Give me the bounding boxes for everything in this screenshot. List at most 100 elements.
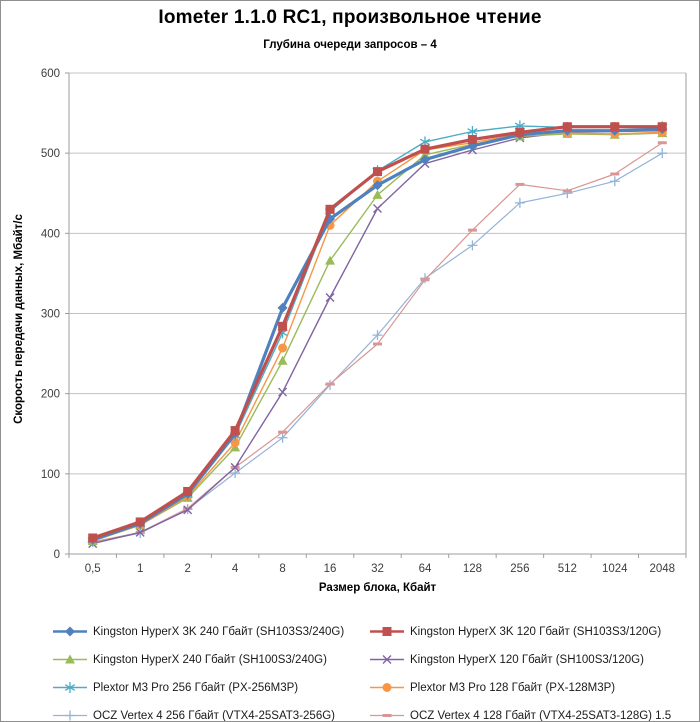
triangle-marker-icon [65,654,75,664]
dash-marker-icon [515,182,525,186]
square-marker-icon [325,204,335,214]
x-marker-icon [278,387,288,397]
square-marker-icon [610,122,620,132]
y-tick-label: 100 [41,469,60,481]
chart-title: Iometer 1.1.0 RC1, произвольное чтение [158,7,542,28]
triangle-marker-icon [277,355,288,365]
legend-label: Kingston HyperX 3K 240 Гбайт (SH103S3/24… [93,625,345,638]
diamond-marker-icon [372,180,383,191]
x-marker-icon [325,292,335,302]
dash-marker-icon [657,141,667,145]
dash-marker-icon [278,430,288,434]
plus-legend-icon [53,710,87,721]
x-marker-icon [373,203,382,213]
legend-label: OCZ Vertex 4 256 Гбайт (VTX4-25SAT3-256G… [93,709,335,722]
y-tick-label: 0 [54,549,60,561]
legend-label: Kingston HyperX 120 Гбайт (SH100S3/120G) [410,653,644,666]
plus-marker-icon [467,240,478,251]
legend-item-plextor-m3-pro-256: Plextor M3 Pro 256 Гбайт (PX-256M3P) [53,681,366,694]
dash-marker-icon [420,278,430,282]
square-marker-icon [562,122,572,132]
circle-legend-icon [370,682,404,693]
dash-marker-icon [610,172,620,176]
x-marker-icon [135,527,145,537]
square-marker-icon [382,627,392,636]
legend-label: Plextor M3 Pro 256 Гбайт (PX-256M3P) [93,681,299,694]
plot-area: 0 100 200 300 400 500 600 0,5 1 2 4 8 16 32 64 128 256 51… [41,68,687,575]
legend-item-kingston-hyperx-3k-120: Kingston HyperX 3K 120 Гбайт (SH103S3/12… [370,625,691,638]
legend-label: Plextor M3 Pro 128 Гбайт (PX-128M3P) [410,681,616,694]
dash-marker-icon [467,228,477,232]
x-tick-label: 4 [232,563,239,575]
asterisk-legend-icon [53,682,87,693]
square-marker-icon [230,426,240,436]
circle-marker-icon [230,438,240,448]
diamond-marker-icon [277,302,288,313]
legend-label: OCZ Vertex 4 128 Гбайт (VTX4-25SAT3-128G… [410,709,672,722]
plus-marker-icon [65,710,75,721]
circle-marker-icon [278,343,288,353]
x-marker-icon [183,505,193,515]
square-legend-icon [370,627,404,636]
x-tick-label: 0,5 [85,563,101,575]
x-tick-label: 64 [419,563,432,575]
plus-marker-icon [230,468,241,479]
legend-item-kingston-hyperx-240: Kingston HyperX 240 Гбайт (SH100S3/240G) [53,653,366,666]
x-tick-label: 2048 [649,563,675,575]
plus-marker-icon [657,148,668,159]
legend-label: Kingston HyperX 240 Гбайт (SH100S3/240G) [93,653,327,666]
y-tick-label: 300 [41,309,60,321]
x-tick-label: 1024 [602,563,628,575]
x-marker-icon [382,655,392,664]
x-tick-label: 16 [324,563,337,575]
x-tick-label: 32 [371,563,384,575]
square-marker-icon [515,127,525,137]
plus-marker-icon [419,273,430,284]
square-marker-icon [373,167,382,177]
triangle-marker-icon [325,255,336,265]
dash-marker-icon [325,382,335,386]
x-tick-label: 8 [279,563,285,575]
x-tick-label: 128 [463,563,482,575]
y-tick-label: 200 [41,389,60,401]
square-marker-icon [183,486,193,496]
legend-item-ocz-vertex4-256: OCZ Vertex 4 256 Гбайт (VTX4-25SAT3-256G… [53,709,366,722]
legend-item-kingston-hyperx-3k-240: Kingston HyperX 3K 240 Гбайт (SH103S3/24… [53,625,366,638]
diamond-legend-icon [53,626,87,637]
x-tick-label: 2 [184,563,190,575]
square-marker-icon [135,517,145,527]
dash-legend-icon [370,714,404,717]
square-marker-icon [657,122,667,132]
diamond-marker-icon [419,154,430,165]
x-tick-label: 512 [558,563,577,575]
legend-item-kingston-hyperx-120: Kingston HyperX 120 Гбайт (SH100S3/120G) [370,653,691,666]
legend-label: Kingston HyperX 3K 120 Гбайт (SH103S3/12… [410,625,662,638]
series-line-ocz-vertex4-256 [92,152,663,543]
y-tick-label: 600 [41,68,60,80]
circle-marker-icon [382,682,392,693]
triangle-marker-icon [372,189,383,199]
x-legend-icon [370,655,404,664]
plus-marker-icon [372,330,383,341]
plus-marker-icon [277,432,288,443]
square-marker-icon [88,533,98,543]
square-marker-icon [467,135,477,145]
x-axis-title: Размер блока, Кбайт [318,582,437,594]
asterisk-marker-icon [64,682,76,693]
square-marker-icon [278,321,288,331]
legend: Kingston HyperX 3K 240 Гбайт (SH103S3/24… [53,625,691,722]
y-tick-label: 400 [41,228,60,240]
x-tick-label: 256 [510,563,529,575]
dash-marker-icon [562,189,572,193]
x-marker-icon [230,462,240,472]
legend-item-plextor-m3-pro-128: Plextor M3 Pro 128 Гбайт (PX-128M3P) [370,681,691,694]
diamond-marker-icon [65,626,75,637]
series-line-ocz-vertex4-128 [92,142,663,543]
y-tick-label: 500 [41,148,60,160]
dash-marker-icon [373,342,382,346]
plus-marker-icon [609,176,620,187]
plus-marker-icon [514,197,525,208]
square-marker-icon [420,144,430,154]
triangle-legend-icon [53,654,87,664]
